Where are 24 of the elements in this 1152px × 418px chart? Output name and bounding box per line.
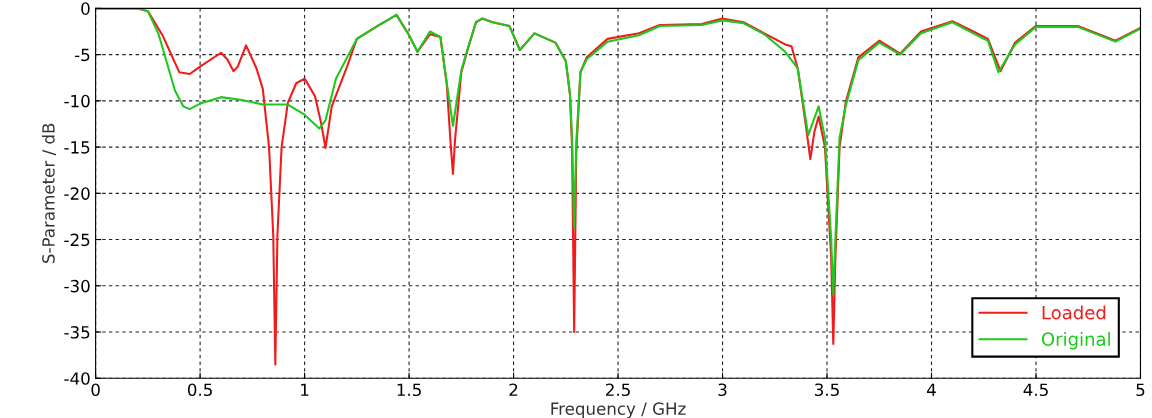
x-tick-label: 3.5 [815,383,839,397]
y-axis-title: S-Parameter / dB [41,123,57,263]
x-tick-label: 5 [1136,383,1145,397]
y-tick-label: -5 [74,48,90,62]
x-tick-label: 1.5 [397,383,421,397]
x-tick-label: 0.5 [187,383,212,397]
x-tick-label: 3 [718,383,727,397]
x-axis-title: Frequency / GHz [551,402,686,418]
y-tick-label: -25 [64,233,90,247]
y-tick-label: -40 [64,372,90,385]
y-tick-label: -30 [64,279,90,293]
legend-label: Original [1041,331,1110,350]
y-tick-label: 0 [81,2,90,15]
x-tick-label: 0 [91,383,100,397]
y-tick-label: -20 [64,187,90,200]
y-tick-label: -10 [64,94,90,108]
y-tick-label: -15 [64,141,90,154]
x-tick-label: 2.5 [606,383,630,397]
x-tick-label: 1 [301,383,309,396]
legend-label: Loaded [1042,305,1106,320]
x-tick-label: 4 [927,383,936,396]
y-tick-label: -35 [64,326,90,339]
x-tick-label: 4.5 [1023,383,1048,397]
x-tick-label: 2 [509,383,518,396]
